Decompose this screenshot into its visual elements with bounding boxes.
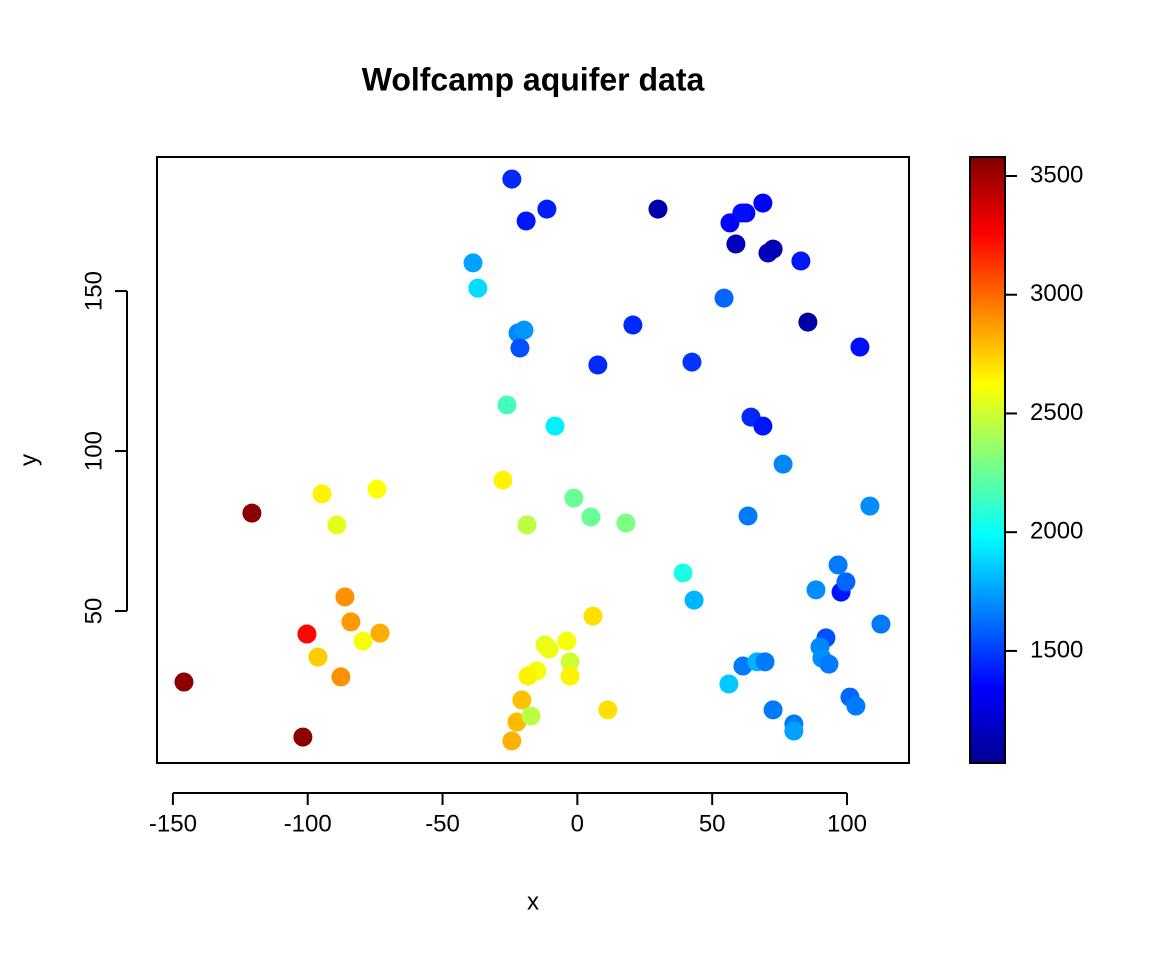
point: [560, 666, 580, 686]
point: [846, 696, 866, 716]
point: [673, 563, 693, 583]
point: [537, 199, 557, 219]
point: [758, 243, 778, 263]
point: [836, 572, 856, 592]
point: [763, 700, 783, 720]
point: [493, 470, 513, 490]
point: [623, 315, 643, 335]
point: [648, 199, 668, 219]
point: [502, 169, 522, 189]
point: [714, 288, 734, 308]
point: [516, 211, 536, 231]
point: [468, 278, 488, 298]
point: [616, 513, 636, 533]
point: [682, 352, 702, 372]
colorbar-tick-label: 3000: [1030, 280, 1083, 307]
point: [335, 587, 355, 607]
point: [308, 647, 328, 667]
point: [719, 674, 739, 694]
point: [753, 416, 773, 436]
y-tick-label: 100: [80, 431, 107, 471]
point: [738, 506, 758, 526]
point: [583, 606, 603, 626]
point: [367, 479, 387, 499]
point: [773, 454, 793, 474]
plot-frame: [156, 156, 910, 764]
x-tick-label: -100: [284, 810, 332, 837]
point: [564, 488, 584, 508]
point: [871, 614, 891, 634]
point: [684, 590, 704, 610]
x-tick-label: -150: [149, 810, 197, 837]
point: [517, 515, 537, 535]
x-tick-label: 0: [571, 810, 584, 837]
point: [753, 193, 773, 213]
point: [521, 706, 541, 726]
point: [581, 507, 601, 527]
point: [557, 631, 577, 651]
point: [545, 416, 565, 436]
point: [242, 503, 262, 523]
point: [327, 515, 347, 535]
point: [791, 251, 811, 271]
point: [512, 690, 532, 710]
x-tick-label: -50: [425, 810, 460, 837]
chart-title: Wolfcamp aquifer data: [362, 61, 705, 97]
point: [353, 631, 373, 651]
point: [514, 320, 534, 340]
x-tick-label: 100: [827, 810, 867, 837]
point: [370, 623, 390, 643]
point: [331, 667, 351, 687]
x-axis-label: x: [527, 888, 539, 915]
point: [510, 338, 530, 358]
point: [850, 337, 870, 357]
point: [755, 652, 775, 672]
point: [784, 721, 804, 741]
point: [539, 639, 559, 659]
colorbar-tick-label: 2000: [1030, 518, 1083, 545]
point: [860, 496, 880, 516]
point: [806, 580, 826, 600]
point: [588, 355, 608, 375]
y-axis-label: y: [15, 454, 42, 466]
color-bar: [969, 156, 1006, 764]
point: [174, 672, 194, 692]
colorbar-tick-label: 3500: [1030, 161, 1083, 188]
point: [732, 203, 752, 223]
point: [497, 395, 517, 415]
y-tick-label: 50: [80, 598, 107, 625]
colorbar-tick-label: 1500: [1030, 636, 1083, 663]
point: [297, 624, 317, 644]
point: [502, 731, 522, 751]
point: [341, 612, 361, 632]
y-tick-label: 150: [80, 271, 107, 311]
point: [560, 652, 580, 672]
x-tick-label: 50: [699, 810, 726, 837]
point: [518, 666, 538, 686]
colorbar-tick-label: 2500: [1030, 399, 1083, 426]
point: [463, 253, 483, 273]
point: [598, 700, 618, 720]
point: [819, 654, 839, 674]
point: [798, 312, 818, 332]
point: [293, 727, 313, 747]
point: [726, 234, 746, 254]
point: [828, 555, 848, 575]
point: [312, 484, 332, 504]
